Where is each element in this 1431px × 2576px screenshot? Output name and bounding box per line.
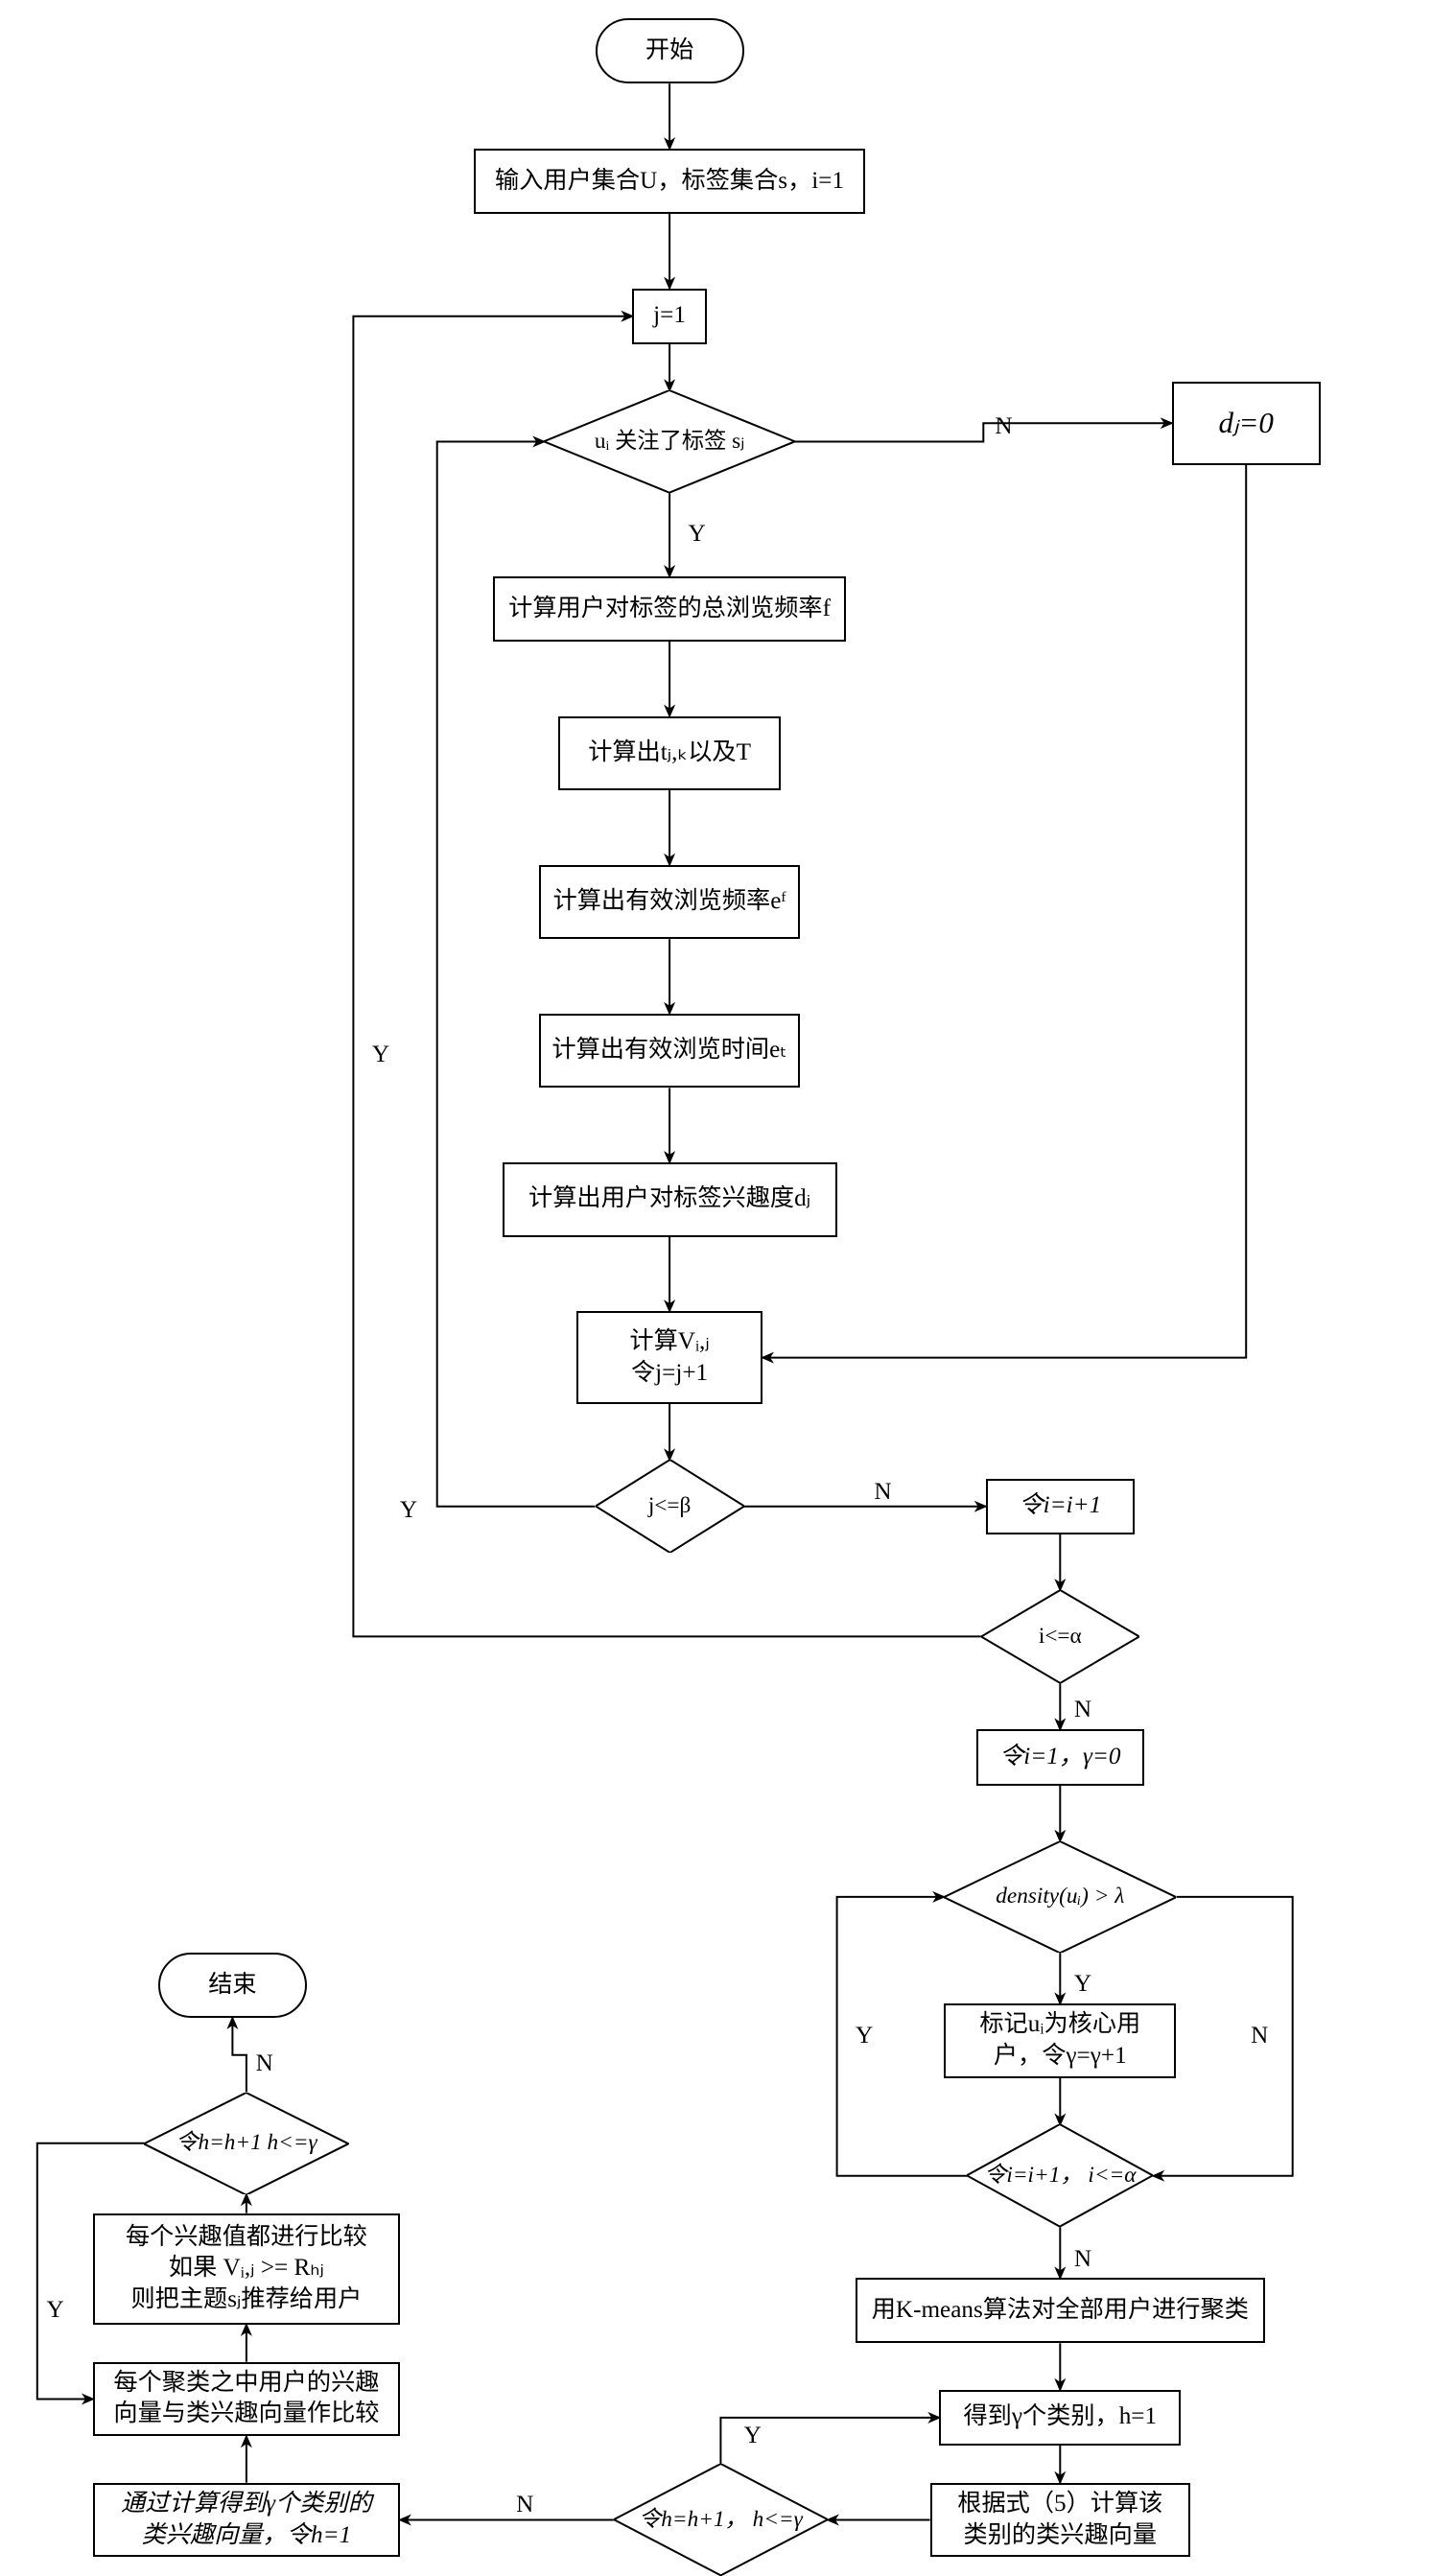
node-text: 计算出用户对标签兴趣度dⱼ: [528, 1183, 810, 1215]
edge-label: Y: [856, 2023, 873, 2049]
edge-label: N: [1251, 2023, 1268, 2049]
node-n_j1: j=1: [632, 289, 707, 344]
node-n_kmeans: 用K-means算法对全部用户进行聚类: [856, 2278, 1265, 2343]
node-end: 结束: [158, 1953, 307, 2018]
edge-label: N: [874, 1479, 891, 1506]
decision-d_iinc2: 令i=i+1， i<=α: [967, 2124, 1153, 2227]
node-text: 计算用户对标签的总浏览频率f: [508, 594, 831, 625]
decision-d_hgamma2: 令h=h+1 h<=γ: [144, 2093, 348, 2195]
node-text: 令i=i+1: [1019, 1490, 1101, 1522]
edge-label: N: [995, 413, 1012, 440]
node-text: uᵢ 关注了标签 sⱼ: [595, 428, 744, 456]
node-text: 计算出有效浏览时间eₜ: [551, 1035, 786, 1066]
node-text: 令i=i+1， i<=α: [984, 2162, 1136, 2190]
node-text: dⱼ=0: [1219, 404, 1274, 442]
edge-label: Y: [46, 2297, 63, 2324]
node-n_iinc: 令i=i+1: [986, 1479, 1135, 1534]
node-text: 每个聚类之中用户的兴趣 向量与类兴趣向量作比较: [113, 2368, 379, 2431]
node-text: 计算出tⱼ,ₖ以及T: [588, 738, 751, 769]
node-text: 计算Vᵢ,ⱼ 令j=j+1: [629, 1326, 709, 1390]
edge-label: N: [256, 2050, 273, 2077]
node-n_calcR: 根据式（5）计算该 类别的类兴趣向量: [930, 2483, 1190, 2558]
edge-label: N: [516, 2492, 533, 2518]
node-text: 令i=1，γ=0: [999, 1742, 1120, 1773]
node-text: 通过计算得到γ个类别的 类兴趣向量，令h=1: [121, 2489, 372, 2552]
edge: [795, 423, 1172, 441]
edge-label: N: [1074, 1697, 1091, 1723]
decision-d_jbeta: j<=β: [596, 1460, 744, 1553]
node-text: 得到γ个类别，h=1: [963, 2401, 1157, 2433]
node-text: 令h=h+1， h<=γ: [639, 2506, 803, 2534]
node-n_dj0: dⱼ=0: [1172, 382, 1321, 465]
node-text: 标记uᵢ为核心用 户，令γ=γ+1: [979, 2009, 1140, 2073]
node-n_dj: 计算出用户对标签兴趣度dⱼ: [503, 1162, 837, 1237]
decision-d_dens: density(uᵢ) > λ: [944, 1841, 1176, 1953]
node-text: i<=α: [1039, 1623, 1082, 1651]
edge-label: Y: [744, 2423, 762, 2449]
edge-label: Y: [1074, 1971, 1091, 1998]
edge-label: N: [1074, 2246, 1091, 2273]
node-n_tjk: 计算出tⱼ,ₖ以及T: [558, 716, 782, 791]
edge-label: Y: [688, 521, 705, 548]
node-n_vecR: 通过计算得到γ个类别的 类兴趣向量，令h=1: [93, 2483, 400, 2558]
node-n_i1g0: 令i=1，γ=0: [976, 1729, 1144, 1785]
node-n_f: 计算用户对标签的总浏览频率f: [493, 576, 846, 642]
node-text: 输入用户集合U，标签集合s，i=1: [495, 166, 844, 198]
edge: [353, 316, 981, 1637]
decision-d_ialpha: i<=α: [981, 1590, 1139, 1683]
node-text: j<=β: [648, 1492, 692, 1520]
node-n_ef: 计算出有效浏览频率eᶠ: [539, 865, 799, 940]
node-start: 开始: [596, 18, 744, 83]
node-n_cmp: 每个聚类之中用户的兴趣 向量与类兴趣向量作比较: [93, 2362, 400, 2437]
node-text: 每个兴趣值都进行比较 如果 Vᵢ,ⱼ >= Rₕⱼ 则把主题sⱼ推荐给用户: [126, 2222, 367, 2316]
node-n_vij: 计算Vᵢ,ⱼ 令j=j+1: [576, 1311, 762, 1404]
decision-d_follow: uᵢ 关注了标签 sⱼ: [544, 390, 795, 493]
node-text: 用K-means算法对全部用户进行聚类: [872, 2295, 1249, 2327]
node-n_rec: 每个兴趣值都进行比较 如果 Vᵢ,ⱼ >= Rₕⱼ 则把主题sⱼ推荐给用户: [93, 2213, 400, 2325]
node-text: 令h=h+1 h<=γ: [176, 2129, 317, 2157]
node-n_input: 输入用户集合U，标签集合s，i=1: [474, 149, 864, 214]
decision-d_hgamma: 令h=h+1， h<=γ: [614, 2464, 828, 2575]
node-text: 开始: [645, 35, 693, 67]
node-n_et: 计算出有效浏览时间eₜ: [539, 1014, 799, 1089]
edge-label: Y: [400, 1497, 417, 1524]
node-text: 根据式（5）计算该 类别的类兴趣向量: [957, 2489, 1162, 2552]
node-text: density(uᵢ) > λ: [996, 1883, 1124, 1910]
edge: [232, 2018, 246, 2093]
node-text: 结束: [208, 1970, 256, 2002]
edge-label: Y: [372, 1042, 389, 1068]
node-text: j=1: [653, 300, 686, 332]
node-n_gamma: 得到γ个类别，h=1: [939, 2390, 1181, 2446]
node-n_core: 标记uᵢ为核心用 户，令γ=γ+1: [944, 2003, 1176, 2078]
node-text: 计算出有效浏览频率eᶠ: [553, 886, 786, 918]
